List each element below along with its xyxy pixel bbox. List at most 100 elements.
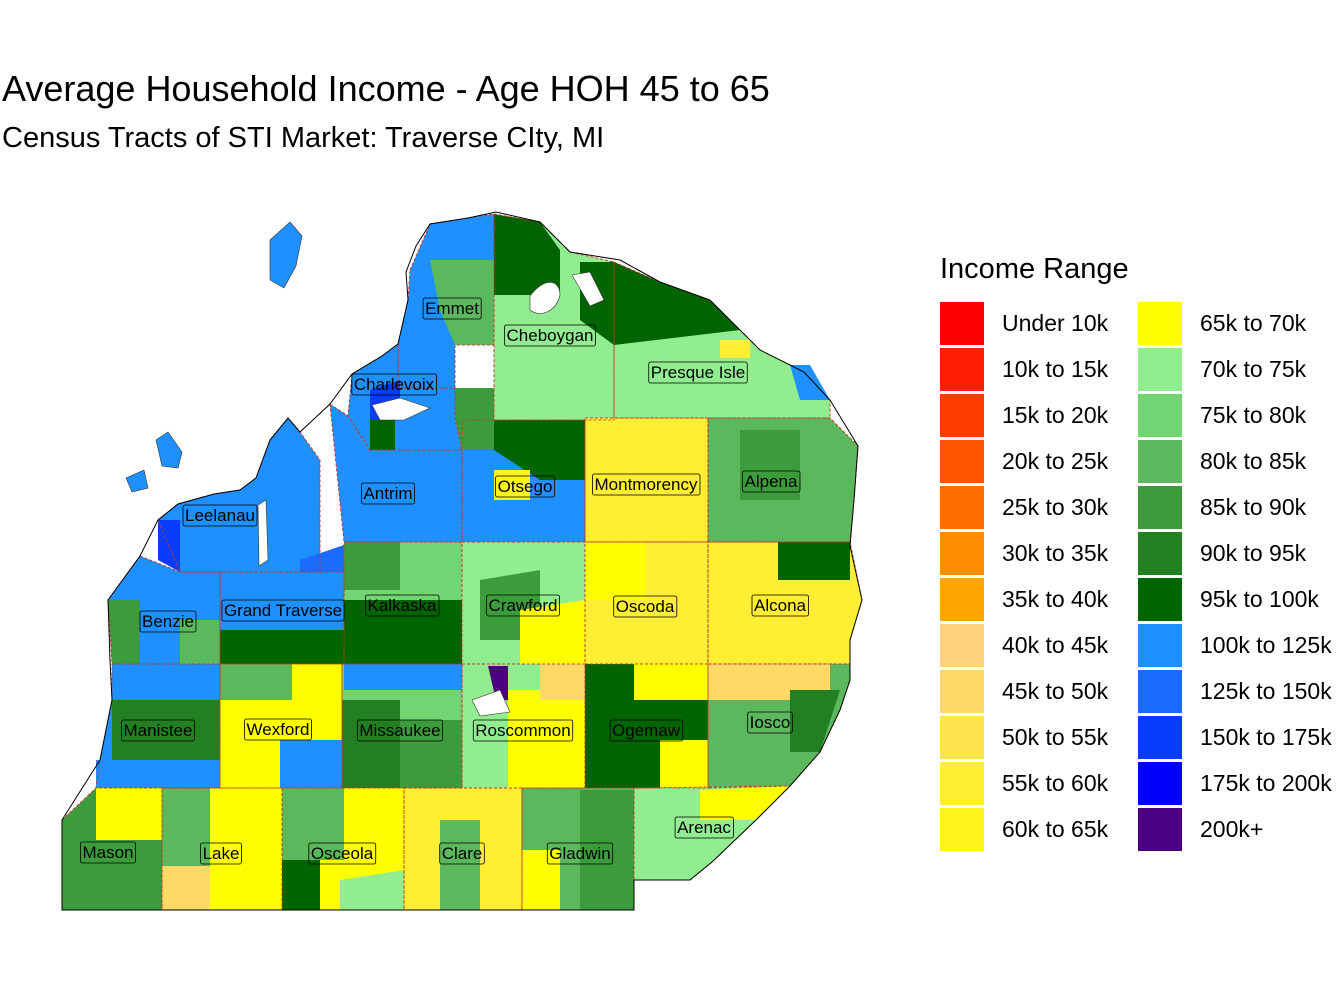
tract-patch [342,700,400,788]
tract-patch [162,866,210,910]
county-label-montmorency: Montmorency [592,473,701,496]
legend-swatch [1138,669,1182,713]
legend-label: 90k to 95k [1200,539,1307,566]
county-label-box [546,842,614,865]
tract-patch [344,542,400,590]
county-label-text: Clare [442,844,483,863]
tract-patch [344,788,404,880]
legend-swatch [940,623,984,667]
legend-item: 75k to 80k [1138,392,1306,438]
south-manitou-island [155,431,183,469]
tract-patch [180,620,220,664]
tract-patch [580,262,740,345]
county-label-box [139,610,197,633]
county-label-alpena: Alpena [742,470,801,493]
legend-swatch [1138,715,1182,759]
legend-label: 25k to 30k [1002,493,1109,520]
county-label-text: Mason [82,843,133,862]
county-label-box [609,719,684,742]
legend-label: 20k to 25k [1002,447,1109,474]
county-label-text: Gladwin [549,844,610,863]
legend-label: 175k to 200k [1200,769,1332,796]
legend-label: 15k to 20k [1002,401,1109,428]
legend-swatch [1138,301,1182,345]
tract-patch [720,340,750,358]
county-label-text: Ogemaw [612,721,681,740]
legend-label: 65k to 70k [1200,309,1307,336]
tract-patch [282,860,320,910]
tract-patch [522,850,560,910]
legend-swatch [1138,393,1182,437]
county-label-wexford: Wexford [244,718,312,741]
county-label-benzie: Benzie [139,610,197,633]
legend-label: 60k to 65k [1002,815,1109,842]
county-label-grand-traverse: Grand Traverse [221,599,345,622]
legend-label: 125k to 150k [1200,677,1332,704]
legend-swatch [1138,761,1182,805]
county-label-charlevoix: Charlevoix [351,373,438,396]
county-label-box [592,473,701,496]
legend-item: 20k to 25k [940,438,1108,484]
tract-patch [400,720,462,788]
legend-label: 35k to 40k [1002,585,1109,612]
legend-label: Under 10k [1002,309,1109,336]
legend-item: 175k to 200k [1138,760,1332,806]
tract-patch [112,700,220,760]
county-border [584,663,709,789]
county-label-text: Montmorency [595,475,698,494]
tract-patch [370,420,395,450]
legend-label: 200k+ [1200,815,1264,842]
tract-patch [96,760,160,788]
county-border [329,403,463,543]
county-label-box [613,595,678,618]
tract-patch [292,664,342,740]
county-label-text: Manistee [124,721,193,740]
tract-patch [344,664,462,690]
county-label-crawford: Crawford [486,594,560,617]
legend: Under 10k 10k to 15k 15k to 20k 20k to 25k 2… [940,300,1344,852]
legend-item: 90k to 95k [1138,530,1306,576]
county-label-gladwin: Gladwin [546,842,614,865]
legend-swatch [1138,439,1182,483]
legend-label: 95k to 100k [1200,585,1319,612]
county-label-box [422,297,482,320]
county-border [521,787,635,911]
county-border [341,663,463,789]
county-label-box [648,361,748,384]
county-label-roscommon: Roscommon [472,719,574,742]
burt-lake [529,282,561,314]
county-label-oscoda: Oscoda [613,595,678,618]
legend-item: 15k to 20k [940,392,1108,438]
county-label-box [351,373,438,396]
county-label-alcona: Alcona [751,594,809,617]
county-label-text: Antrim [363,484,412,503]
county-label-missaukee: Missaukee [356,719,444,742]
tract-patch [634,664,708,700]
tract-patch [440,820,480,910]
tract-patch [585,664,634,760]
county-label-box [747,711,793,734]
county-label-box [495,475,555,498]
tract-patch [220,700,280,788]
tract-patch [108,600,140,664]
legend-label: 10k to 15k [1002,355,1109,382]
county-label-manistee: Manistee [121,719,195,742]
county-label-box [221,599,345,622]
tract-patch [220,630,344,664]
legend-item: 150k to 175k [1138,714,1332,760]
lake-charlevoix [371,397,431,421]
county-label-leelanau: Leelanau [182,504,258,527]
tract-patch [790,365,830,400]
legend-label: 80k to 85k [1200,447,1307,474]
tract-patch [96,788,162,840]
county-label-box [121,719,195,742]
chart-subtitle: Census Tracts of STI Market: Traverse CI… [2,122,605,154]
legend-swatch [940,347,984,391]
lake-leelanau [257,499,269,567]
legend-swatch [940,577,984,621]
legend-label: 75k to 80k [1200,401,1307,428]
county-label-lake: Lake [200,842,242,865]
tract-patch [494,470,530,500]
county-label-box [439,842,485,865]
